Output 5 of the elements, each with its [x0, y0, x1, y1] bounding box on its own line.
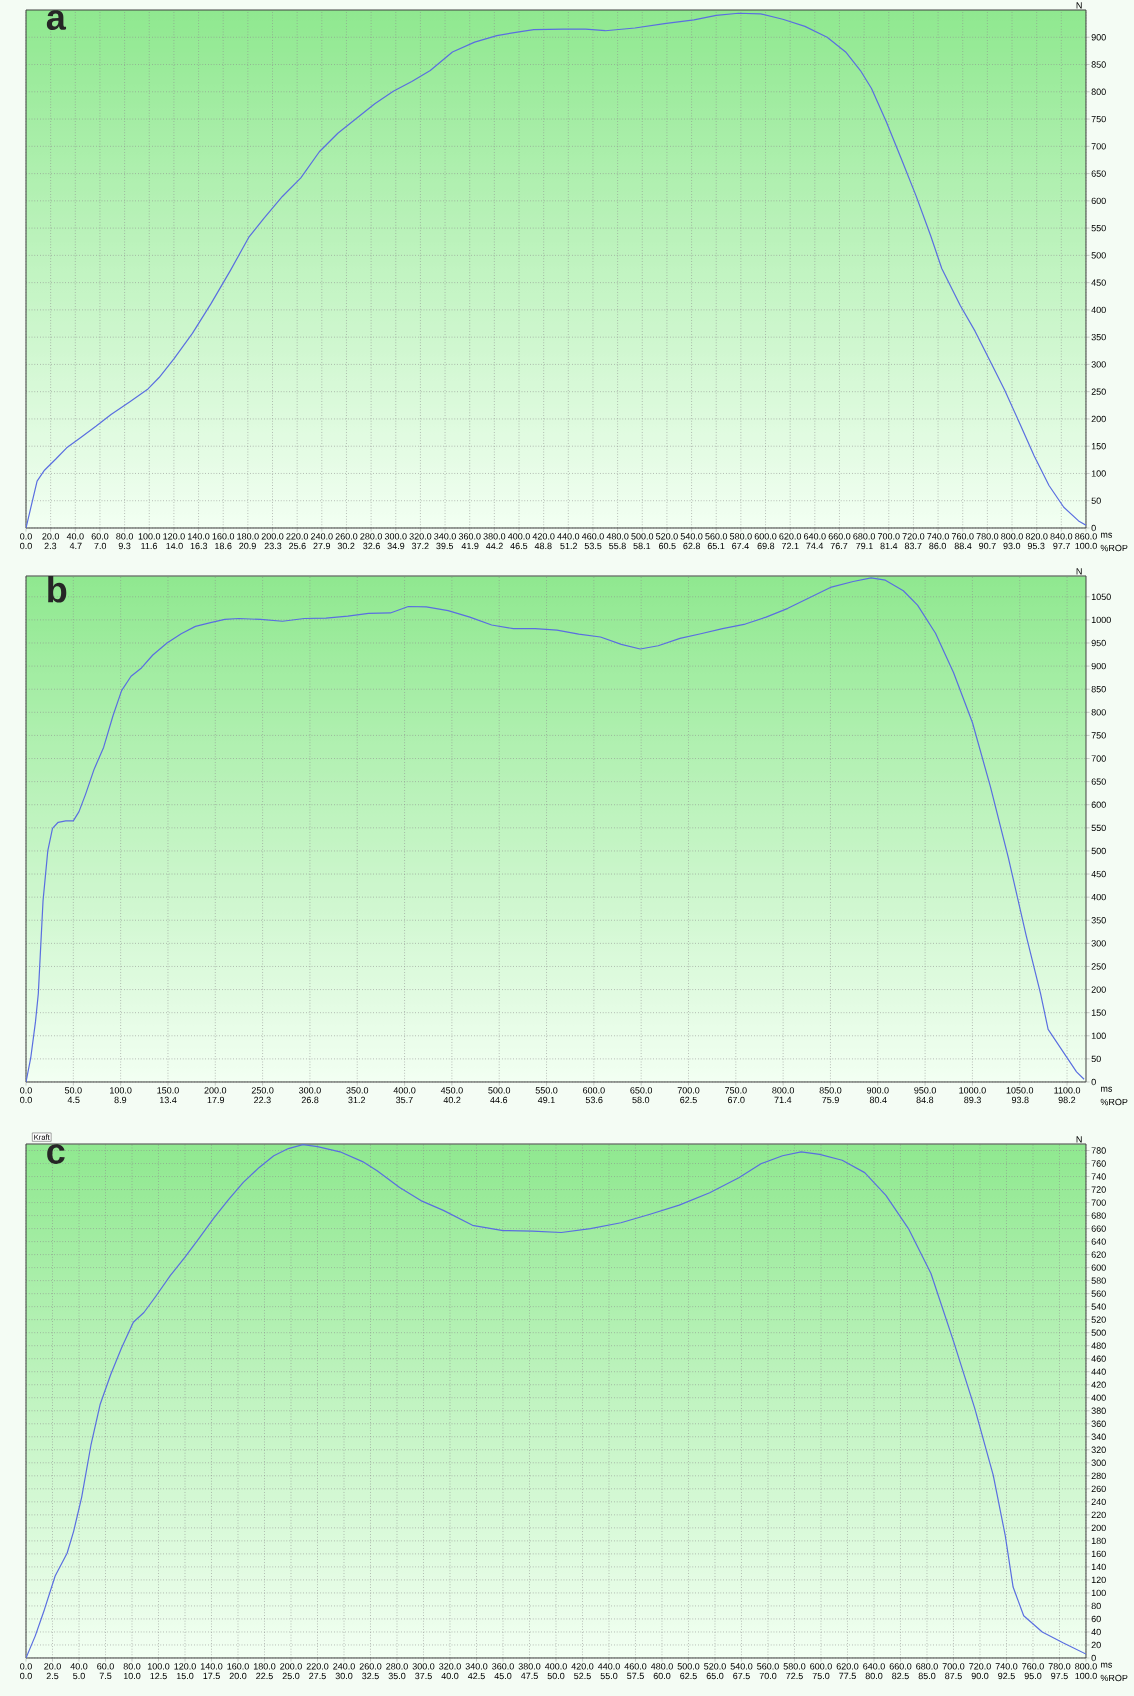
- line-series: [26, 12, 1086, 528]
- chart-title: b: [48, 576, 67, 603]
- line-series: [26, 1144, 1086, 1658]
- chart-title: a: [46, 10, 67, 30]
- chart-title: c: [47, 1144, 65, 1164]
